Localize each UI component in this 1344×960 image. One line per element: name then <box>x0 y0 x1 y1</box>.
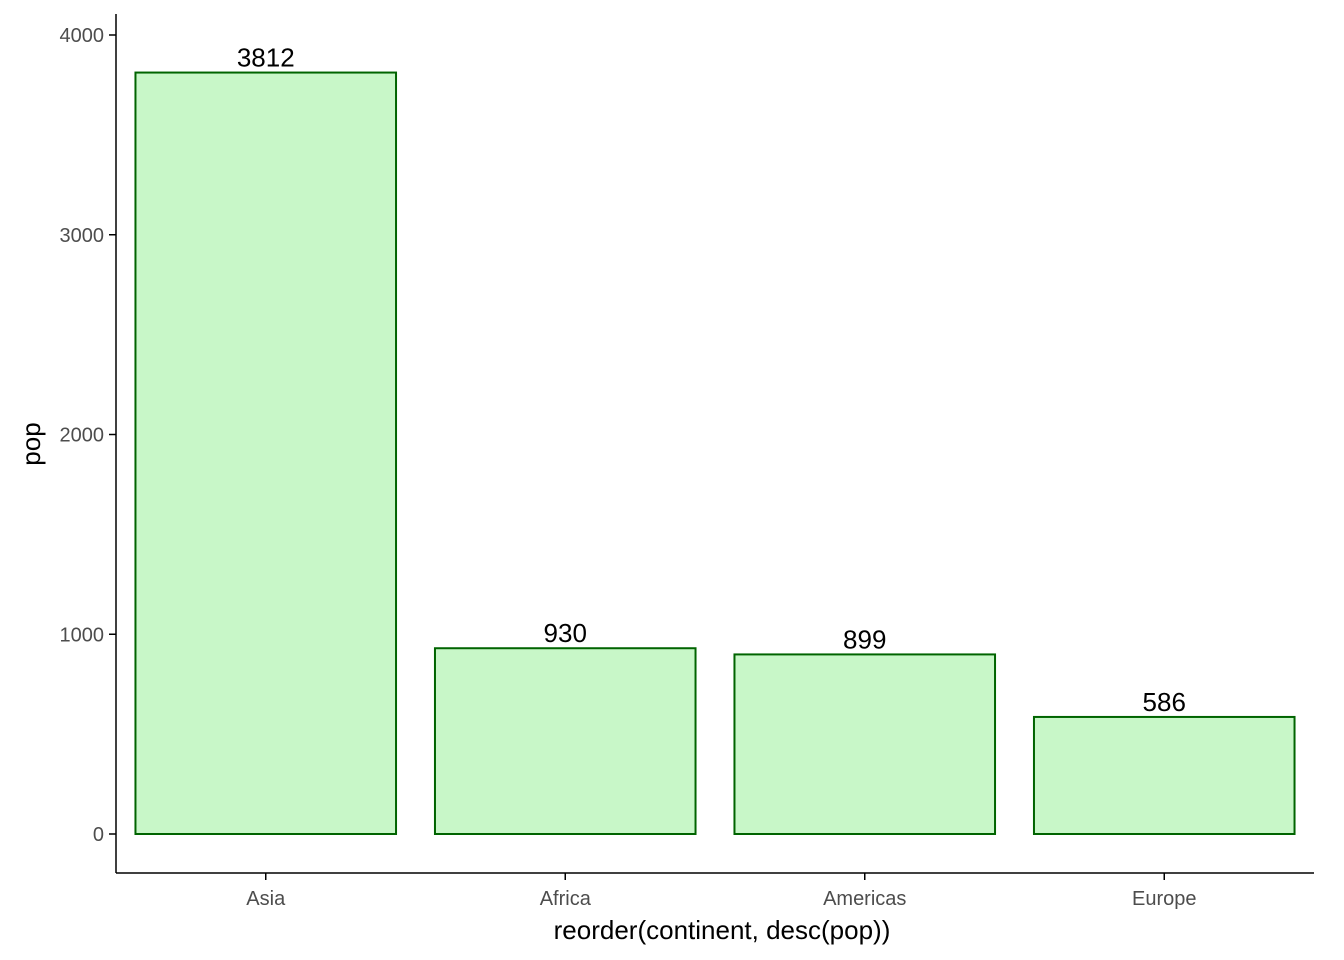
bar-europe <box>1032 715 1296 835</box>
y-tick-label: 1000 <box>60 624 105 646</box>
axes-layer: 0 1000 2000 3000 4000 Asia Africa Americas Europ… <box>60 14 1314 910</box>
bar-africa <box>433 647 697 835</box>
x-tick-label: Asia <box>246 888 286 910</box>
bars-layer <box>134 71 1296 836</box>
data-label-asia: 3812 <box>237 43 295 73</box>
y-tick-label: 3000 <box>60 225 105 247</box>
y-axis-title: pop <box>16 422 46 465</box>
x-tick-label: Africa <box>540 888 592 910</box>
data-labels-layer: 3812 930 899 586 <box>237 43 1186 717</box>
data-label-africa: 930 <box>544 618 587 648</box>
y-tick-label: 0 <box>93 824 104 846</box>
x-tick-label: Americas <box>823 888 906 910</box>
data-label-americas: 899 <box>843 624 886 654</box>
bar-asia <box>134 71 398 836</box>
data-label-europe: 586 <box>1143 687 1186 717</box>
x-axis-title: reorder(continent, desc(pop)) <box>554 915 891 945</box>
x-tick-label: Europe <box>1132 888 1197 910</box>
y-tick-label: 2000 <box>60 425 105 447</box>
y-tick-label: 4000 <box>60 25 105 47</box>
bar-americas <box>733 653 997 835</box>
